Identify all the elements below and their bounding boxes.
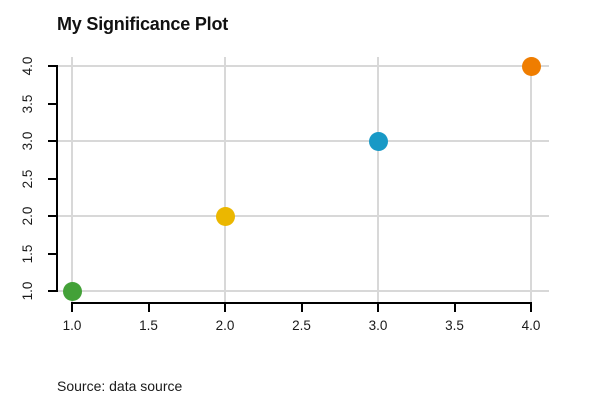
y-axis-line <box>56 65 58 292</box>
y-axis-tick-label: 4.0 <box>20 56 35 76</box>
y-axis-tick-label: 3.0 <box>20 131 35 151</box>
data-point-orange <box>521 56 541 76</box>
x-axis-tick-label: 2.0 <box>215 318 235 333</box>
x-axis-tick <box>300 303 303 312</box>
gridline-horizontal <box>57 65 549 67</box>
y-axis-tick-label: 2.5 <box>20 169 35 188</box>
x-axis-tick-label: 3.0 <box>368 318 388 333</box>
y-axis-tick-label: 1.5 <box>20 244 35 263</box>
y-axis-tick <box>48 65 57 67</box>
data-point-gold <box>215 206 235 226</box>
gridline-horizontal <box>57 140 549 142</box>
x-axis-tick <box>224 303 226 312</box>
x-axis-tick <box>453 303 456 312</box>
y-axis-tick <box>48 290 57 292</box>
x-axis-tick-label: 2.5 <box>292 318 311 333</box>
y-axis-tick <box>48 252 57 255</box>
y-axis-tick <box>48 215 57 217</box>
x-axis-tick <box>377 303 379 312</box>
gridline-vertical <box>71 57 73 303</box>
y-axis-tick-label: 2.0 <box>20 206 35 226</box>
chart-title: My Significance Plot <box>57 14 229 34</box>
data-point-blue <box>368 131 388 151</box>
y-axis-tick-label: 3.5 <box>20 94 35 113</box>
x-axis-tick-label: 3.5 <box>445 318 464 333</box>
x-axis-tick <box>71 303 73 312</box>
x-axis-tick-label: 1.0 <box>62 318 82 333</box>
gridline-vertical <box>224 57 226 303</box>
gridline-horizontal <box>57 290 549 292</box>
y-axis-tick <box>48 140 57 142</box>
data-point-green <box>62 281 82 301</box>
y-axis-tick <box>48 177 57 180</box>
x-axis-tick-label: 4.0 <box>521 318 541 333</box>
gridline-vertical <box>377 57 379 303</box>
source-note: Source: data source <box>57 378 183 394</box>
gridline-vertical <box>530 57 532 303</box>
x-axis-tick-label: 1.5 <box>139 318 158 333</box>
gridline-horizontal <box>57 215 549 217</box>
x-axis-tick <box>530 303 532 312</box>
y-axis-tick <box>48 102 57 105</box>
y-axis-tick-label: 1.0 <box>20 281 35 301</box>
x-axis-tick <box>147 303 150 312</box>
